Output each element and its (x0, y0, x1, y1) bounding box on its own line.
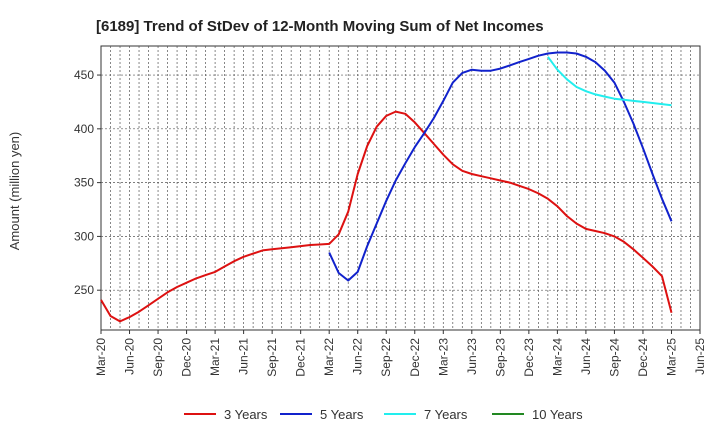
legend-label: 7 Years (424, 407, 468, 422)
x-tick-label: Sep-21 (265, 338, 279, 377)
x-tick-label: Dec-22 (408, 338, 422, 377)
x-tick-label: Sep-23 (493, 338, 507, 377)
chart-title: [6189] Trend of StDev of 12-Month Moving… (96, 18, 544, 35)
plot-area (100, 45, 701, 331)
series-line-5-years (328, 51, 673, 282)
y-tick-label: 250 (74, 283, 94, 297)
x-tick-label: Mar-24 (550, 338, 564, 376)
x-tick-label: Dec-24 (636, 338, 650, 377)
series-line-3-years (100, 110, 673, 323)
x-tick-label: Dec-20 (180, 338, 194, 377)
x-tick-label: Dec-21 (294, 338, 308, 377)
legend-item: 10 Years (492, 407, 583, 422)
y-tick-label: 400 (74, 122, 94, 136)
legend-label: 5 Years (320, 407, 364, 422)
legend-item: 3 Years (184, 407, 268, 422)
x-tick-label: Mar-23 (436, 338, 450, 376)
y-tick-label: 350 (74, 176, 94, 190)
x-tick-label: Jun-21 (237, 338, 251, 375)
x-tick-label: Sep-22 (379, 338, 393, 377)
x-tick-label: Mar-21 (208, 338, 222, 376)
legend-label: 3 Years (224, 407, 268, 422)
x-tick-label: Jun-22 (351, 338, 365, 375)
x-tick-label: Mar-20 (94, 338, 108, 376)
legend-label: 10 Years (532, 407, 583, 422)
legend-item: 7 Years (384, 407, 468, 422)
x-tick-label: Jun-23 (465, 338, 479, 375)
y-axis-ticks: 250 300 350 400 450 (74, 68, 101, 297)
x-axis-ticks: Mar-20 Jun-20 Sep-20 Dec-20 Mar-21 Jun-21 Sep-… (94, 330, 707, 377)
grid (101, 46, 700, 330)
x-tick-label: Sep-20 (151, 338, 165, 377)
legend: 3 Years 5 Years 7 Years 10 Years (184, 407, 583, 422)
y-axis-label: Amount (million yen) (7, 132, 22, 251)
y-tick-label: 300 (74, 229, 94, 243)
x-tick-label: Sep-24 (607, 338, 621, 377)
series-layer (100, 51, 673, 323)
x-tick-label: Jun-20 (123, 338, 137, 375)
legend-item: 5 Years (280, 407, 364, 422)
x-tick-label: Mar-25 (664, 338, 678, 376)
x-tick-label: Dec-23 (522, 338, 536, 377)
series-line-7-years (547, 56, 672, 107)
y-tick-label: 450 (74, 68, 94, 82)
x-tick-label: Jun-24 (579, 338, 593, 375)
x-tick-label: Mar-22 (322, 338, 336, 376)
x-tick-label: Jun-25 (693, 338, 707, 375)
